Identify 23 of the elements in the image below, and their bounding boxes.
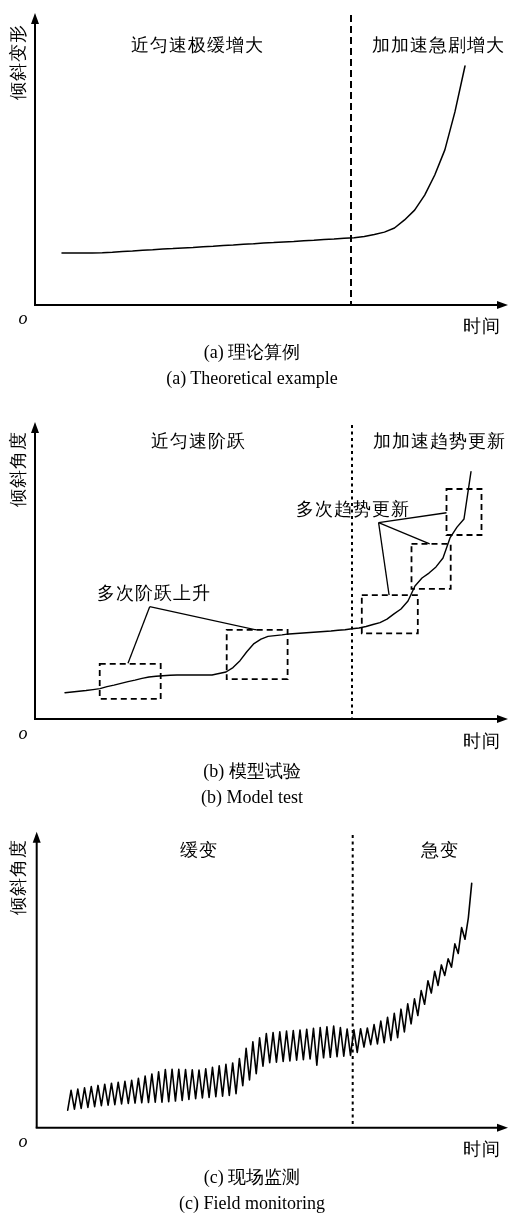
origin-label: o xyxy=(18,1131,28,1151)
ylabel: 倾斜变形 xyxy=(6,24,28,100)
subtitle: (a) Theoretical example xyxy=(166,368,338,388)
annotation-left: 近匀速阶跃 xyxy=(150,429,246,451)
ylabel: 倾斜角度 xyxy=(6,431,28,507)
title: (c) 现场监测 xyxy=(203,1167,301,1187)
title: (b) 模型试验 xyxy=(203,761,301,781)
note-label: 多次趋势更新 xyxy=(295,497,410,519)
note-label: 多次阶跃上升 xyxy=(96,582,211,604)
annotation-left: 缓变 xyxy=(180,838,219,860)
annotation-left: 近匀速极缓增大 xyxy=(131,33,265,55)
subtitle: (b) Model test xyxy=(201,787,303,807)
origin-label: o xyxy=(18,308,28,328)
ylabel: 倾斜角度 xyxy=(6,839,28,915)
annotation-right: 急变 xyxy=(420,838,459,860)
xlabel: 时间 xyxy=(463,314,501,336)
annotation-right: 加加速急剧增大 xyxy=(372,33,506,55)
xlabel: 时间 xyxy=(463,1137,501,1159)
origin-label: o xyxy=(18,723,28,743)
xlabel: 时间 xyxy=(463,729,501,751)
subtitle: (c) Field monitoring xyxy=(179,1193,325,1213)
annotation-right: 加加速趋势更新 xyxy=(372,429,506,451)
title: (a) 理论算例 xyxy=(203,342,301,362)
